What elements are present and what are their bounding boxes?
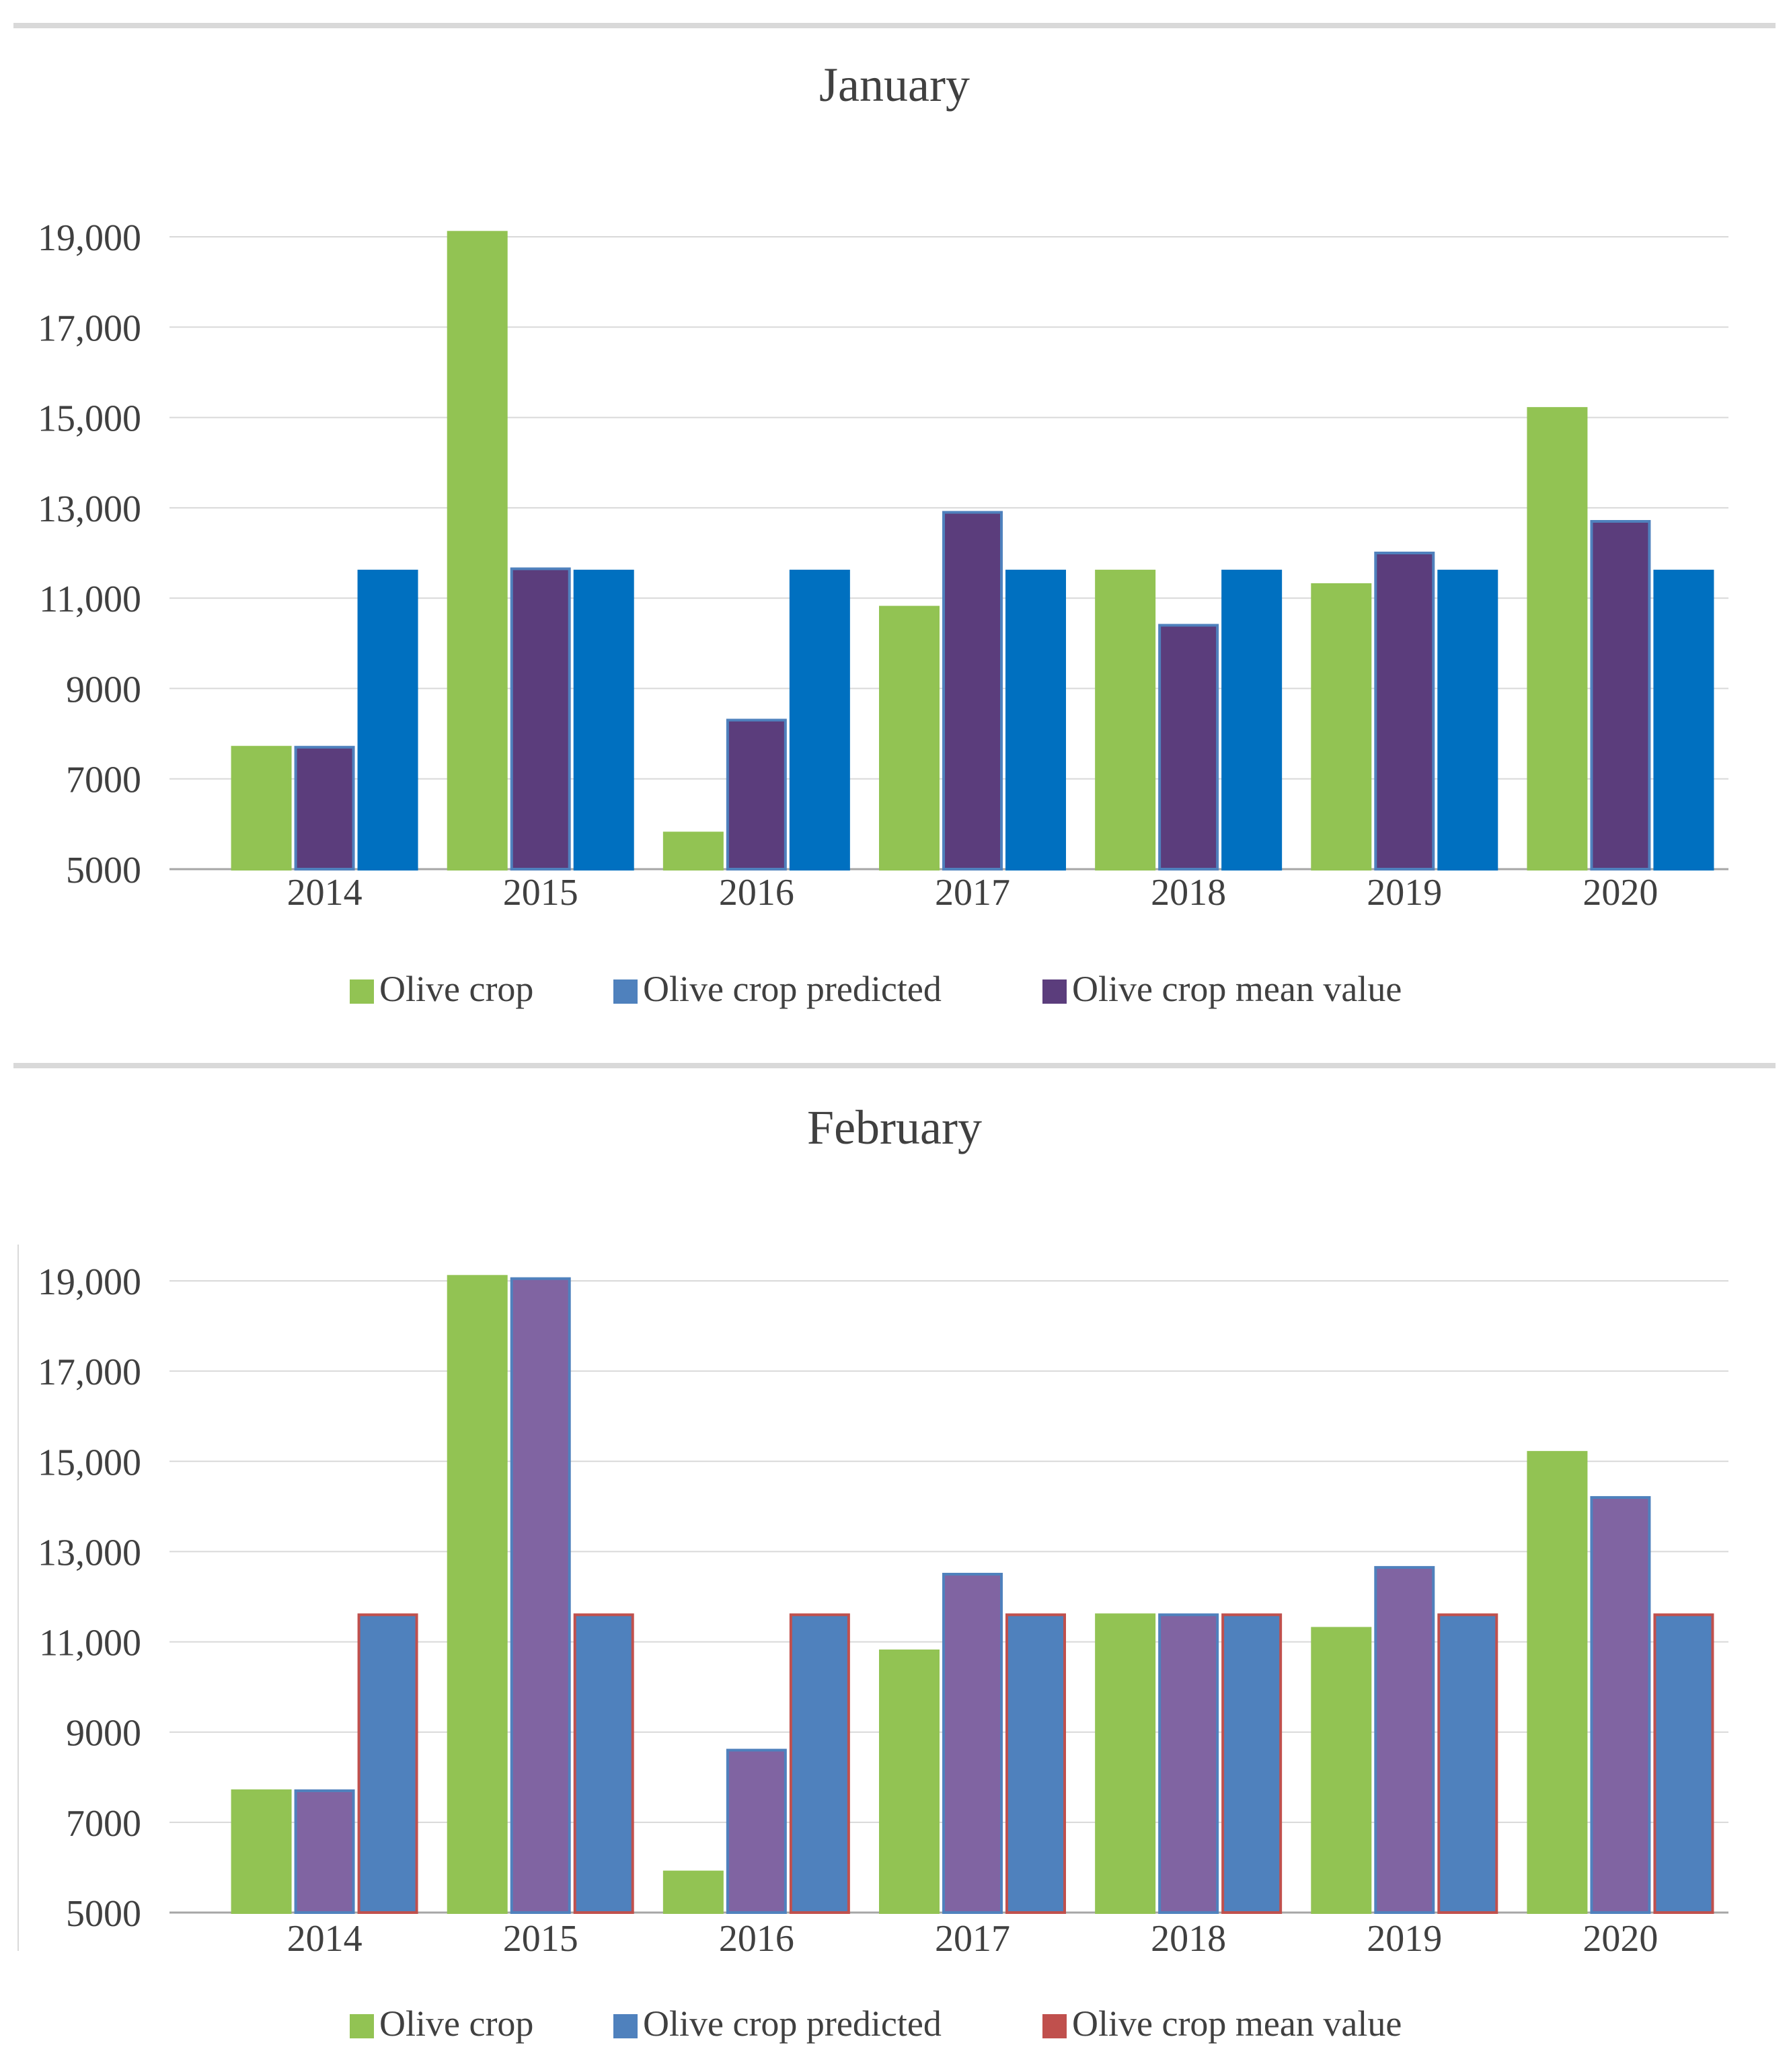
february-bar-olive-crop-mean-value-2017 xyxy=(1005,1613,1066,1914)
february-xtick-label: 2014 xyxy=(287,1918,363,1960)
january-bar-olive-crop-mean-value-2018 xyxy=(1221,569,1283,871)
february-bar-olive-crop-mean-value-2015 xyxy=(573,1613,634,1914)
february-bar-olive-crop-predicted-2019 xyxy=(1374,1565,1435,1914)
january-xtick-label: 2018 xyxy=(1151,872,1226,914)
january-xtick-label: 2019 xyxy=(1367,872,1442,914)
january-ytick-label: 7000 xyxy=(66,760,141,801)
february-bar-olive-crop-mean-value-2014 xyxy=(357,1613,418,1914)
february-ytick-label: 7000 xyxy=(66,1803,141,1845)
january-bar-olive-crop-2014 xyxy=(231,745,292,871)
february-bar-olive-crop-predicted-2014 xyxy=(294,1789,355,1914)
january-bar-olive-crop-mean-value-2015 xyxy=(573,569,634,871)
february-xtick-label: 2018 xyxy=(1151,1918,1226,1960)
february-ytick-label: 19,000 xyxy=(38,1261,141,1303)
february-xtick-label: 2016 xyxy=(719,1918,794,1960)
january-ytick-label: 5000 xyxy=(66,850,141,891)
february-ytick-label: 11,000 xyxy=(39,1623,141,1664)
february-legend-swatch-olive-crop-mean-value xyxy=(1042,2014,1067,2038)
february-chart-title: February xyxy=(807,1101,982,1154)
january-chart: January 5000 7000 9000 11,000 13,000 15,000 17,… xyxy=(38,58,1728,1009)
february-bar-olive-crop-predicted-2018 xyxy=(1158,1613,1219,1914)
january-xtick-label: 2014 xyxy=(287,872,363,914)
january-bar-olive-crop-predicted-2019 xyxy=(1374,552,1435,871)
february-legend-label-olive-crop: Olive crop xyxy=(379,2003,533,2044)
february-legend-label-olive-crop-predicted: Olive crop predicted xyxy=(643,2003,942,2044)
february-bar-olive-crop-predicted-2017 xyxy=(942,1572,1003,1914)
january-ytick-label: 13,000 xyxy=(38,488,141,530)
february-ytick-label: 13,000 xyxy=(38,1532,141,1574)
january-ytick-label: 15,000 xyxy=(38,398,141,440)
february-ytick-label: 9000 xyxy=(66,1713,141,1754)
february-bar-olive-crop-mean-value-2020 xyxy=(1653,1613,1714,1914)
january-bar-olive-crop-mean-value-2014 xyxy=(357,569,418,871)
january-legend-swatch-olive-crop-mean-value xyxy=(1042,979,1067,1004)
february-ytick-label: 15,000 xyxy=(38,1442,141,1483)
february-xtick-label: 2015 xyxy=(503,1918,578,1960)
january-legend-label-olive-crop: Olive crop xyxy=(379,969,533,1009)
february-legend-label-olive-crop-mean-value: Olive crop mean value xyxy=(1072,2003,1402,2044)
february-bar-olive-crop-2018 xyxy=(1095,1613,1156,1914)
january-legend-label-olive-crop-predicted: Olive crop predicted xyxy=(643,969,942,1009)
chart-panel-february: February 5000 7000 9000 11,000 13,000 15,000 17… xyxy=(0,1070,1791,2069)
january-xtick-label: 2017 xyxy=(935,872,1010,914)
january-bar-olive-crop-predicted-2020 xyxy=(1590,520,1651,871)
february-bar-olive-crop-mean-value-2019 xyxy=(1437,1613,1498,1914)
january-bar-olive-crop-mean-value-2020 xyxy=(1653,569,1714,871)
january-bar-olive-crop-mean-value-2017 xyxy=(1005,569,1066,871)
february-bar-olive-crop-2016 xyxy=(662,1870,724,1915)
february-legend-swatch-olive-crop-predicted xyxy=(613,2014,638,2038)
february-xtick-label: 2019 xyxy=(1367,1918,1442,1960)
top-divider xyxy=(13,23,1776,28)
january-bar-olive-crop-mean-value-2019 xyxy=(1437,569,1498,871)
february-bar-olive-crop-mean-value-2016 xyxy=(789,1613,850,1914)
january-bar-olive-crop-2019 xyxy=(1311,583,1372,871)
february-bar-olive-crop-2014 xyxy=(231,1789,292,1914)
january-bar-olive-crop-predicted-2016 xyxy=(726,718,787,871)
january-chart-title: January xyxy=(819,58,970,112)
january-legend-swatch-olive-crop-predicted xyxy=(613,979,638,1004)
february-xtick-label: 2020 xyxy=(1583,1918,1658,1960)
january-bar-olive-crop-mean-value-2016 xyxy=(789,569,850,871)
january-xtick-label: 2020 xyxy=(1583,872,1658,914)
middle-divider xyxy=(13,1063,1776,1068)
january-bar-olive-crop-predicted-2018 xyxy=(1158,624,1219,871)
january-xtick-label: 2015 xyxy=(503,872,578,914)
january-bar-olive-crop-2015 xyxy=(447,231,508,871)
february-bar-olive-crop-2019 xyxy=(1311,1627,1372,1914)
january-bar-olive-crop-predicted-2014 xyxy=(294,745,355,871)
february-left-border xyxy=(17,1245,19,1951)
february-chart: February 5000 7000 9000 11,000 13,000 15,000 17… xyxy=(38,1101,1728,2044)
january-ytick-label: 19,000 xyxy=(38,217,141,259)
february-bar-olive-crop-2015 xyxy=(447,1275,508,1914)
february-bar-olive-crop-predicted-2016 xyxy=(726,1748,787,1914)
february-ytick-label: 17,000 xyxy=(38,1352,141,1393)
january-bar-olive-crop-predicted-2015 xyxy=(510,567,571,871)
february-bar-olive-crop-2020 xyxy=(1527,1450,1588,1914)
february-ytick-label: 5000 xyxy=(66,1893,141,1935)
february-bar-olive-crop-predicted-2020 xyxy=(1590,1495,1651,1914)
february-xtick-label: 2017 xyxy=(935,1918,1010,1960)
january-ytick-label: 17,000 xyxy=(38,307,141,349)
january-bar-olive-crop-2020 xyxy=(1527,407,1588,871)
january-xtick-label: 2016 xyxy=(719,872,794,914)
february-bar-olive-crop-2017 xyxy=(879,1649,940,1914)
january-bar-olive-crop-2018 xyxy=(1095,569,1156,871)
january-bar-olive-crop-2016 xyxy=(662,831,724,871)
february-bar-olive-crop-predicted-2015 xyxy=(510,1277,571,1914)
january-ytick-label: 11,000 xyxy=(39,579,141,620)
january-legend-swatch-olive-crop xyxy=(350,979,374,1004)
january-ytick-label: 9000 xyxy=(66,669,141,710)
february-legend-swatch-olive-crop xyxy=(350,2014,374,2038)
january-legend-label-olive-crop-mean-value: Olive crop mean value xyxy=(1072,969,1402,1009)
january-bar-olive-crop-predicted-2017 xyxy=(942,511,1003,871)
february-bar-olive-crop-mean-value-2018 xyxy=(1221,1613,1283,1914)
january-bar-olive-crop-2017 xyxy=(879,605,940,871)
chart-panel-january: January 5000 7000 9000 11,000 13,000 15,000 17,… xyxy=(38,58,1728,1009)
